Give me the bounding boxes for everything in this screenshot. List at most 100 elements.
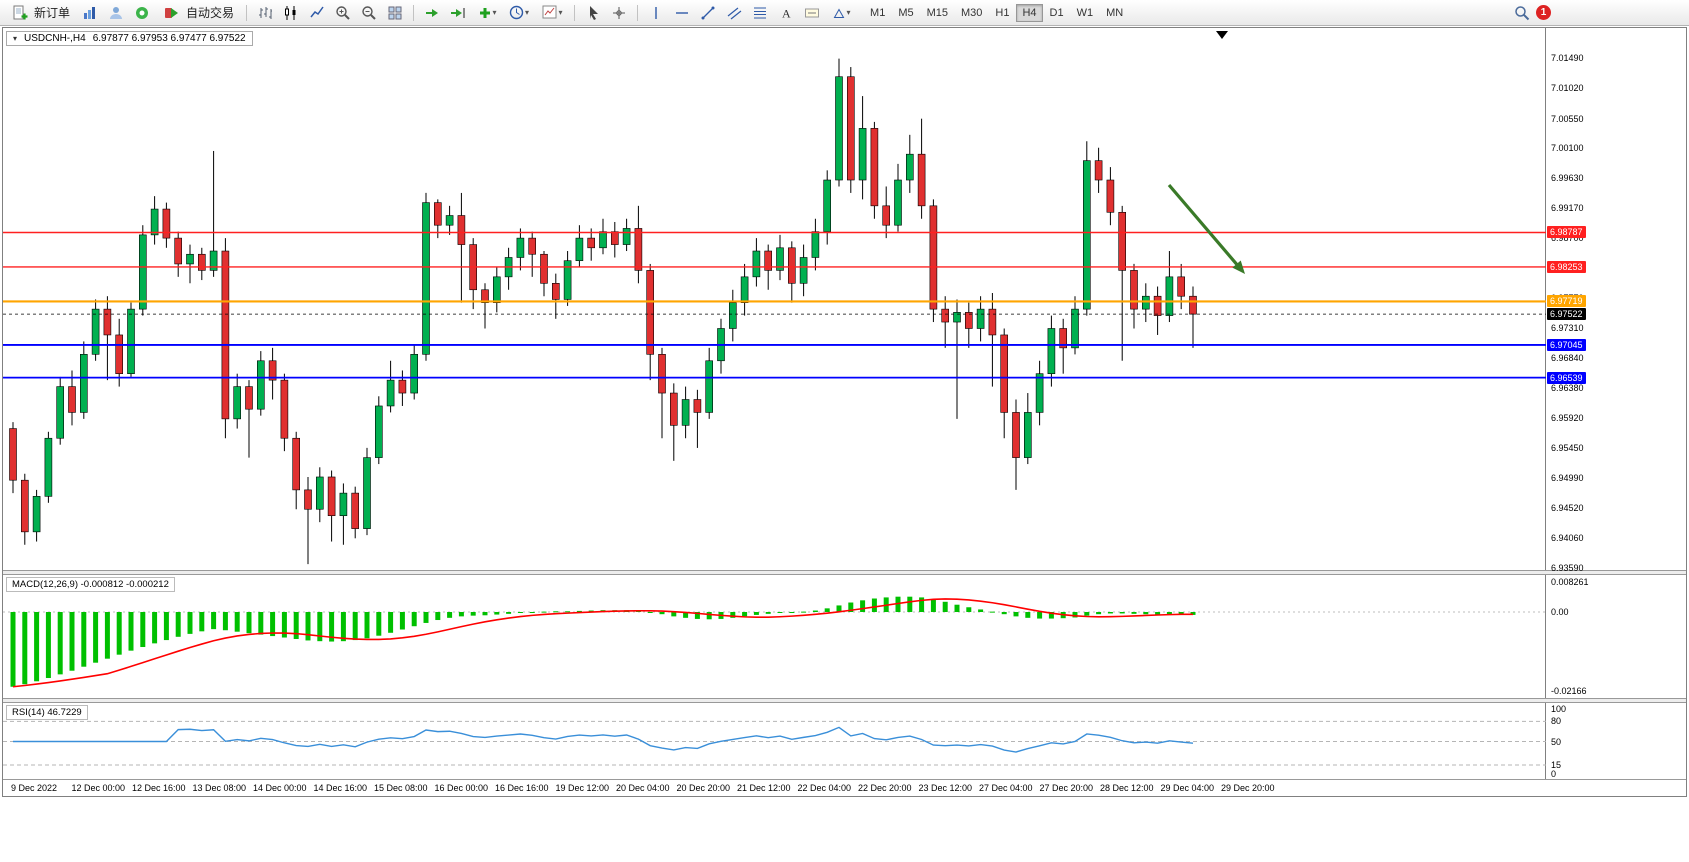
auto-scroll-icon[interactable] bbox=[420, 2, 444, 24]
text-icon[interactable]: A bbox=[774, 2, 798, 24]
rsi-tick: 50 bbox=[1551, 736, 1562, 747]
time-label: 13 Dec 08:00 bbox=[192, 783, 247, 793]
price-chart-plot[interactable]: ▾ USDCNH-,H4 6.97877 6.97953 6.97477 6.9… bbox=[3, 28, 1546, 570]
auto-trading-button[interactable]: 自动交易 bbox=[156, 3, 240, 23]
timeframe-h1-button[interactable]: H1 bbox=[989, 4, 1015, 22]
timeframe-mn-button[interactable]: MN bbox=[1100, 4, 1129, 22]
price-tick: 6.96840 bbox=[1551, 353, 1584, 364]
new-order-icon bbox=[10, 2, 30, 24]
chart-window: ▾ USDCNH-,H4 6.97877 6.97953 6.97477 6.9… bbox=[2, 27, 1687, 797]
search-icon[interactable] bbox=[1510, 2, 1534, 24]
price-tick: 7.00100 bbox=[1551, 142, 1584, 153]
time-label: 27 Dec 04:00 bbox=[979, 783, 1033, 793]
timeframe-w1-button[interactable]: W1 bbox=[1071, 4, 1100, 22]
svg-text:A: A bbox=[782, 6, 791, 20]
price-tick: 6.99170 bbox=[1551, 202, 1584, 213]
cursor-icon[interactable] bbox=[581, 2, 605, 24]
chart-shift-icon[interactable] bbox=[446, 2, 470, 24]
text-label-icon[interactable] bbox=[800, 2, 824, 24]
price-tick: 6.95920 bbox=[1551, 412, 1584, 423]
rsi-tick: 15 bbox=[1551, 759, 1562, 770]
timeframe-toolbar: M1 M5 M15 M30 H1 H4 D1 W1 MN bbox=[864, 3, 1129, 22]
rsi-plot[interactable]: RSI(14) 46.7229 bbox=[3, 703, 1546, 779]
chevron-down-icon: ▾ bbox=[558, 8, 563, 17]
price-tick: 6.94060 bbox=[1551, 532, 1584, 543]
notification-badge[interactable]: 1 bbox=[1536, 5, 1551, 20]
chart-shift-marker[interactable] bbox=[1216, 31, 1228, 39]
level-price-tag: 6.98787 bbox=[1547, 226, 1586, 239]
main-chart-panel: ▾ USDCNH-,H4 6.97877 6.97953 6.97477 6.9… bbox=[3, 28, 1686, 573]
timeframe-m30-button[interactable]: M30 bbox=[955, 4, 988, 22]
price-tick: 6.94990 bbox=[1551, 472, 1584, 483]
toolbar-separator bbox=[413, 4, 415, 21]
macd-plot[interactable]: MACD(12,26,9) -0.000812 -0.000212 bbox=[3, 575, 1546, 698]
macd-tick: 0.00 bbox=[1551, 607, 1569, 617]
fibonacci-icon[interactable] bbox=[748, 2, 772, 24]
add-indicator-icon[interactable]: ▾ bbox=[472, 2, 502, 24]
zoom-in-icon[interactable] bbox=[331, 2, 355, 24]
crosshair-icon[interactable] bbox=[607, 2, 631, 24]
panel-splitter-1[interactable] bbox=[3, 570, 1686, 575]
candlestick-chart-type-icon[interactable] bbox=[279, 2, 303, 24]
timeframe-m1-button[interactable]: M1 bbox=[864, 4, 891, 22]
charts-icon[interactable] bbox=[78, 2, 102, 24]
time-label: 20 Dec 20:00 bbox=[676, 783, 731, 793]
time-label: 12 Dec 16:00 bbox=[132, 783, 186, 793]
line-chart-type-icon[interactable] bbox=[305, 2, 329, 24]
time-label: 14 Dec 16:00 bbox=[313, 783, 368, 793]
chart-title: ▾ USDCNH-,H4 6.97877 6.97953 6.97477 6.9… bbox=[6, 31, 253, 46]
profile-icon[interactable] bbox=[104, 2, 128, 24]
chevron-down-icon: ▾ bbox=[846, 8, 851, 17]
macd-axis[interactable]: 0.008261 0.00 -0.02166 bbox=[1546, 575, 1686, 698]
time-axis[interactable]: 9 Dec 2022 12 Dec 00:00 12 Dec 16:00 13 Dec… bbox=[3, 779, 1686, 796]
price-tick: 6.96380 bbox=[1551, 382, 1584, 393]
time-label: 23 Dec 12:00 bbox=[918, 783, 973, 793]
shapes-icon[interactable]: ▾ bbox=[826, 2, 856, 24]
periods-icon[interactable]: ▾ bbox=[504, 2, 534, 24]
price-tick: 6.94520 bbox=[1551, 502, 1584, 513]
trend-arrow[interactable] bbox=[1167, 183, 1242, 269]
rsi-line bbox=[13, 726, 1194, 753]
rsi-label: RSI(14) 46.7229 bbox=[6, 705, 88, 720]
chart-ohlc-values: 6.97877 6.97953 6.97477 6.97522 bbox=[92, 33, 246, 44]
time-label: 22 Dec 20:00 bbox=[858, 783, 912, 793]
time-label: 27 Dec 20:00 bbox=[1039, 783, 1094, 793]
time-label: 16 Dec 00:00 bbox=[434, 783, 489, 793]
bar-chart-type-icon[interactable] bbox=[253, 2, 277, 24]
toolbar-separator bbox=[574, 4, 576, 21]
time-label: 21 Dec 12:00 bbox=[737, 783, 791, 793]
macd-panel: MACD(12,26,9) -0.000812 -0.000212 0.0082… bbox=[3, 575, 1686, 698]
panel-splitter-2[interactable] bbox=[3, 698, 1686, 703]
price-tick: 6.98700 bbox=[1551, 233, 1584, 244]
templates-icon[interactable]: ▾ bbox=[536, 2, 568, 24]
macd-tick: 0.008261 bbox=[1551, 577, 1589, 587]
price-tick: 6.99630 bbox=[1551, 173, 1584, 184]
timeframe-h4-button[interactable]: H4 bbox=[1016, 3, 1043, 22]
price-tick: 7.01020 bbox=[1551, 83, 1584, 94]
time-label: 29 Dec 04:00 bbox=[1160, 783, 1215, 793]
alerts-icon[interactable] bbox=[130, 2, 154, 24]
trendline-icon[interactable] bbox=[696, 2, 720, 24]
price-tick: 7.00550 bbox=[1551, 113, 1584, 124]
price-tick: 6.93590 bbox=[1551, 563, 1584, 573]
chart-symbol-period: USDCNH-,H4 bbox=[24, 33, 86, 44]
chart-menu-icon[interactable]: ▾ bbox=[13, 34, 18, 43]
horizontal-line-icon[interactable] bbox=[670, 2, 694, 24]
channel-icon[interactable] bbox=[722, 2, 746, 24]
timeframe-m5-button[interactable]: M5 bbox=[892, 4, 919, 22]
trend-arrow-head bbox=[1232, 260, 1245, 274]
level-price-tag: 6.96539 bbox=[1547, 371, 1586, 384]
rsi-axis[interactable]: 100 80 50 15 0 bbox=[1546, 703, 1686, 779]
zoom-out-icon[interactable] bbox=[357, 2, 381, 24]
chevron-down-icon: ▾ bbox=[525, 8, 530, 17]
time-label: 19 Dec 12:00 bbox=[555, 783, 610, 793]
time-label: 20 Dec 04:00 bbox=[616, 783, 670, 793]
timeframe-m15-button[interactable]: M15 bbox=[921, 4, 954, 22]
vertical-line-icon[interactable] bbox=[644, 2, 668, 24]
level-price-tag: 6.97045 bbox=[1547, 338, 1586, 351]
price-axis[interactable]: 7.01490 7.01020 7.00550 7.00100 6.99630 6.991… bbox=[1546, 28, 1686, 573]
tile-windows-icon[interactable] bbox=[383, 2, 407, 24]
new-order-button[interactable]: 新订单 bbox=[4, 3, 76, 23]
new-order-label: 新订单 bbox=[34, 6, 71, 20]
timeframe-d1-button[interactable]: D1 bbox=[1044, 4, 1070, 22]
